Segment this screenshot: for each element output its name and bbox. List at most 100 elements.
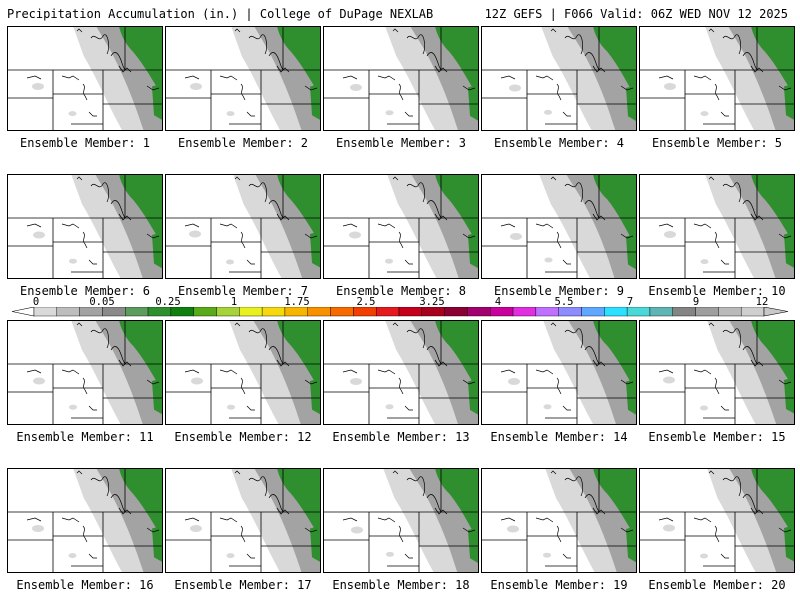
coastline [592,507,606,515]
coastline [246,405,255,411]
coastline [550,176,557,181]
panel-frame [481,320,637,425]
coastline [76,28,83,33]
member-map-panel [323,26,479,131]
precip-light-blob [68,553,77,559]
precip-heavy-area [468,232,479,269]
coastline [550,322,557,327]
coastline [246,111,255,117]
precip-light-blob [69,404,77,410]
coastline [584,346,600,365]
member-label: Ensemble Member: 18 [332,578,470,592]
coastline [26,223,42,228]
coastline [342,369,358,374]
coastline [276,507,290,515]
coastline [118,359,132,367]
member-map-panel [639,320,795,425]
precip-heavy-area [119,26,163,97]
coastline [778,379,792,385]
member-label: Ensemble Member: 14 [490,430,628,444]
member-label: Ensemble Member: 15 [648,430,786,444]
colorbar-segment [558,307,582,317]
panel-frame [165,26,321,131]
coastline [693,223,712,229]
coastline [90,34,109,55]
precip-heavy-area [152,232,163,269]
coastline [434,65,448,73]
colorbar-segment [649,307,673,317]
coastline [88,553,97,559]
coastline [276,213,290,221]
member-label: Ensemble Member: 7 [177,284,309,298]
coastline [720,259,729,265]
coastline [90,476,109,497]
coastline [248,476,267,497]
colorbar-segment [261,307,286,317]
precip-light-blob [664,231,676,238]
panel-frame [481,468,637,573]
coastline [535,223,554,229]
coastline [693,369,712,375]
member-map-panel [165,320,321,425]
precip-light-blob [350,84,362,91]
coastline [562,553,571,559]
coastline [184,223,200,228]
precip-heavy-area [626,378,637,416]
panel-frame [481,26,637,131]
colorbar-tick-label: 9 [692,296,700,308]
member-label: Ensemble Member: 19 [490,578,628,592]
coastline [708,322,715,327]
coastline [82,377,88,395]
member-map-panel [7,320,163,425]
colorbar-segment [490,307,514,317]
member-map-panel [481,468,637,573]
colorbar-tick-label: 7 [626,296,634,308]
precip-heavy-area [277,320,321,392]
precip-heavy-area [152,83,163,121]
precip-heavy-area [593,468,637,540]
member-label: Ensemble Member: 16 [16,578,154,592]
panel-frame [639,468,795,573]
coastline [342,75,358,80]
member-label: Ensemble Member: 4 [493,136,625,150]
colorbar-segment [535,307,559,317]
coastline [377,223,396,229]
member-label: Ensemble Member: 9 [493,284,625,298]
coastline [61,517,80,523]
colorbar-segment [102,307,126,317]
member-label: Ensemble Member: 6 [19,284,151,298]
coastline [722,328,741,349]
coastline [304,85,318,91]
precip-heavy-area [152,525,163,563]
coastline [778,85,792,91]
precip-light-blob [700,553,708,559]
coastline [406,476,425,497]
precip-light-blob [33,377,45,385]
colorbar-tick-label: 4 [494,296,502,308]
coastline [118,65,132,73]
coastline [304,379,318,385]
coastline [556,377,562,395]
precip-light-blob [351,526,363,534]
coastline [535,75,554,81]
coastline [118,213,132,221]
precip-light-blob [664,83,676,90]
coastline [110,346,126,365]
precip-heavy-area [593,26,637,100]
member-map-panel [323,320,479,425]
precip-light-blob [700,259,709,265]
coastline [462,233,476,239]
member-map-panel [165,174,321,279]
precip-heavy-area [751,468,795,538]
precip-light-blob [508,378,520,385]
coastline [462,379,476,385]
precip-map [639,468,795,573]
coastline [584,52,600,71]
coastline [377,369,396,375]
precip-map [481,320,637,425]
precip-map [323,26,479,131]
coastline [562,405,571,411]
member-map-panel [639,468,795,573]
coastline [90,182,109,203]
coastline [556,525,562,543]
